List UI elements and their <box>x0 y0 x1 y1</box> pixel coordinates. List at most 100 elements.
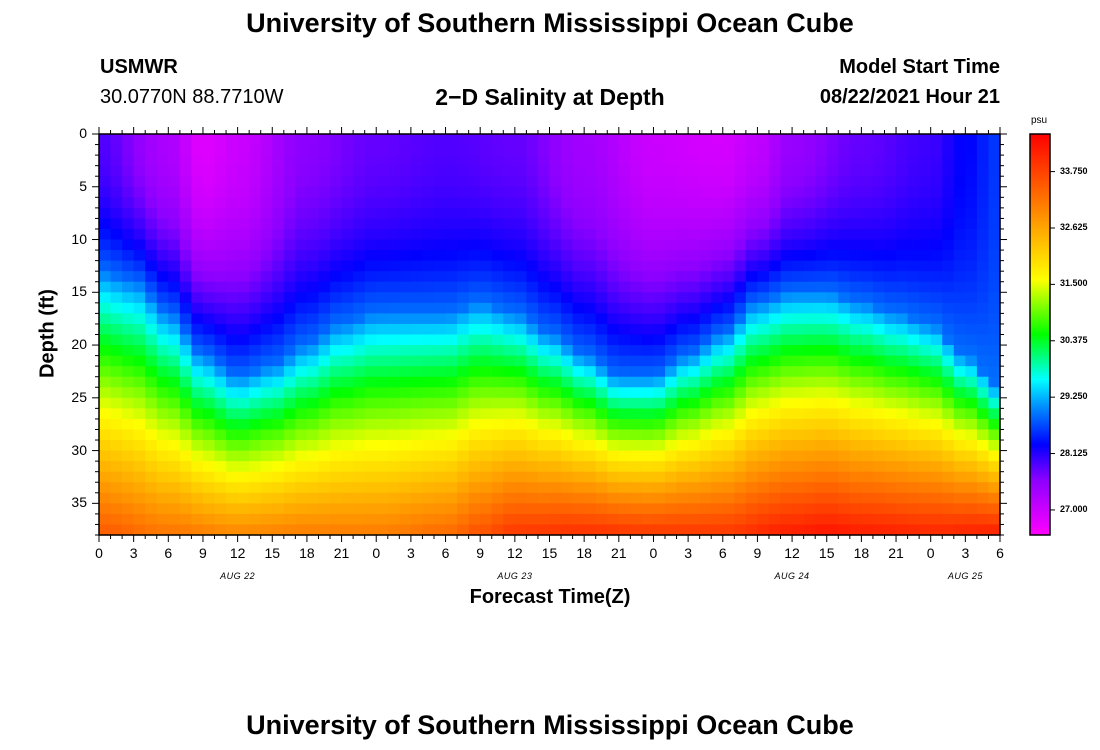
heatmap-cell <box>780 207 793 220</box>
heatmap-cell <box>584 271 597 283</box>
heatmap-cell <box>641 334 655 346</box>
heatmap-cell <box>676 376 689 388</box>
heatmap-cell <box>861 524 874 536</box>
colorbar-tick-label: 28.125 <box>1060 447 1088 458</box>
heatmap-cell <box>965 197 978 209</box>
heatmap-cell <box>780 323 793 336</box>
heatmap-cell <box>260 281 273 293</box>
heatmap-cell <box>514 323 527 336</box>
heatmap-cell <box>387 503 400 515</box>
heatmap-cell <box>133 323 146 336</box>
heatmap-cell <box>896 134 909 146</box>
heatmap-cell <box>260 313 273 325</box>
heatmap-cell <box>226 165 239 177</box>
heatmap-cell <box>526 524 539 536</box>
heatmap-cell <box>179 250 193 262</box>
heatmap-cell <box>815 260 828 272</box>
heatmap-cell <box>503 408 516 420</box>
heatmap-cell <box>884 366 897 378</box>
heatmap-cell <box>572 471 585 483</box>
heatmap-cell <box>549 450 562 462</box>
heatmap-cell <box>584 323 597 336</box>
heatmap-cell <box>826 482 839 494</box>
heatmap-cell <box>826 440 839 452</box>
heatmap-cell <box>445 461 458 473</box>
heatmap-cell <box>976 461 990 473</box>
heatmap-cell <box>884 408 897 420</box>
heatmap-cell <box>942 397 955 409</box>
heatmap-cell <box>387 186 400 198</box>
heatmap-cell <box>919 155 932 167</box>
heatmap-cell <box>156 429 169 441</box>
heatmap-cell <box>838 345 851 357</box>
heatmap-cell <box>607 408 620 420</box>
heatmap-cell <box>364 260 377 272</box>
heatmap-cell <box>445 345 458 357</box>
heatmap-cell <box>122 292 135 304</box>
heatmap-cell <box>341 228 354 241</box>
heatmap-cell <box>376 165 389 177</box>
heatmap-cell <box>699 207 712 220</box>
heatmap-cell <box>99 292 112 304</box>
heatmap-cell <box>283 323 296 336</box>
heatmap-cell <box>260 271 273 283</box>
heatmap-cell <box>815 450 828 462</box>
heatmap-cell <box>353 418 366 431</box>
heatmap-cell <box>480 461 493 473</box>
heatmap-cell <box>272 450 285 462</box>
heatmap-cell <box>803 197 816 209</box>
heatmap-cell <box>988 302 1001 314</box>
heatmap-cell <box>653 440 666 452</box>
heatmap-cell <box>561 524 574 536</box>
heatmap-cell <box>630 397 643 409</box>
heatmap-cell <box>780 355 793 367</box>
heatmap-cell <box>387 250 400 262</box>
heatmap-cell <box>722 313 735 325</box>
heatmap-cell <box>584 387 597 399</box>
heatmap-cell <box>318 302 331 314</box>
heatmap-cell <box>653 228 666 241</box>
heatmap-cell <box>99 429 112 441</box>
heatmap-cell <box>376 345 389 357</box>
heatmap-cell <box>549 513 562 526</box>
heatmap-cell <box>399 313 412 325</box>
heatmap-cell <box>988 313 1001 325</box>
heatmap-cell <box>260 197 273 209</box>
heatmap-cell <box>260 134 273 146</box>
heatmap-cell <box>745 207 759 220</box>
heatmap-cell <box>711 345 724 357</box>
heatmap-cell <box>503 197 516 209</box>
heatmap-cell <box>711 228 724 241</box>
heatmap-cell <box>537 144 551 156</box>
heatmap-cell <box>283 345 296 357</box>
heatmap-cell <box>353 302 366 314</box>
heatmap-cell <box>907 440 920 452</box>
heatmap-cell <box>919 323 932 336</box>
heatmap-cell <box>214 271 227 283</box>
heatmap-cell <box>202 503 216 515</box>
heatmap-cell <box>930 239 943 251</box>
heatmap-cell <box>711 207 724 220</box>
heatmap-cell <box>330 260 343 272</box>
heatmap-cell <box>561 513 574 526</box>
heatmap-cell <box>191 281 204 293</box>
heatmap-cell <box>272 513 285 526</box>
heatmap-cell <box>468 355 481 367</box>
heatmap-cell <box>410 524 424 536</box>
heatmap-cell <box>722 271 735 283</box>
heatmap-cell <box>907 186 920 198</box>
heatmap-cell <box>988 345 1001 357</box>
heatmap-cell <box>780 492 793 504</box>
heatmap-cell <box>757 176 770 188</box>
heatmap-cell <box>272 366 285 378</box>
heatmap-cell <box>722 207 735 220</box>
heatmap-cell <box>503 271 516 283</box>
heatmap-cell <box>179 366 193 378</box>
heatmap-cell <box>907 228 920 241</box>
heatmap-cell <box>399 239 412 251</box>
heatmap-cell <box>792 165 805 177</box>
heatmap-cell <box>191 165 204 177</box>
heatmap-cell <box>249 197 262 209</box>
heatmap-cell <box>711 397 724 409</box>
heatmap-cell <box>630 176 643 188</box>
